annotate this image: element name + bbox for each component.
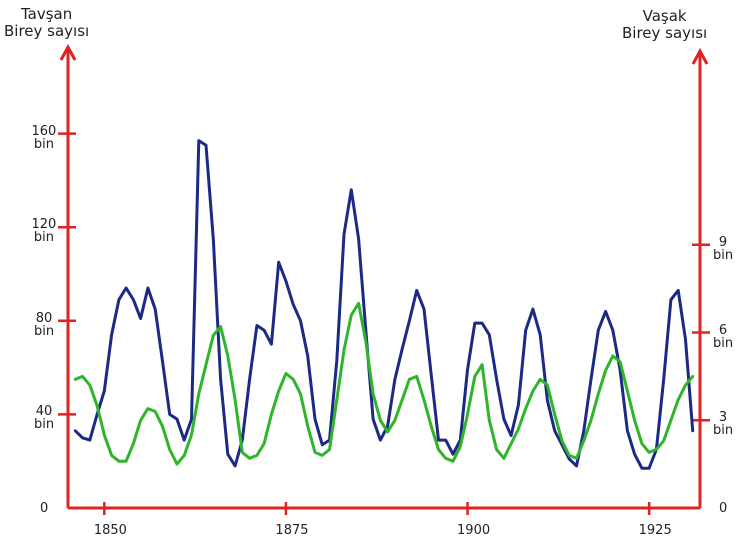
y2-axis-title: Vaşak Birey sayısı <box>622 7 708 42</box>
axes <box>59 43 709 510</box>
y2-tick-label: 6 bin <box>713 322 734 351</box>
x-tick-label: 1900 <box>457 522 491 538</box>
x-tick-label: 1925 <box>638 522 672 538</box>
x-tick-label: 1850 <box>93 522 127 538</box>
y2-tick-label: 9 bin <box>713 234 734 263</box>
y-tick-label: 120 bin <box>31 217 57 246</box>
left-arrow <box>59 43 77 61</box>
y-tick-label: 0 <box>40 500 49 516</box>
y-tick-label: 160 bin <box>31 123 57 152</box>
y2-tick-label: 3 bin <box>713 410 734 439</box>
y2-tick-label: 0 <box>719 500 728 516</box>
y-tick-label: 80 bin <box>34 310 55 339</box>
x-tick-label: 1875 <box>275 522 309 538</box>
series-line <box>73 139 695 470</box>
y-tick-label: 40 bin <box>34 404 55 433</box>
series-line <box>73 301 695 466</box>
right-arrow <box>691 47 709 65</box>
y-axis-title: Tavşan Birey sayısı <box>4 5 90 40</box>
